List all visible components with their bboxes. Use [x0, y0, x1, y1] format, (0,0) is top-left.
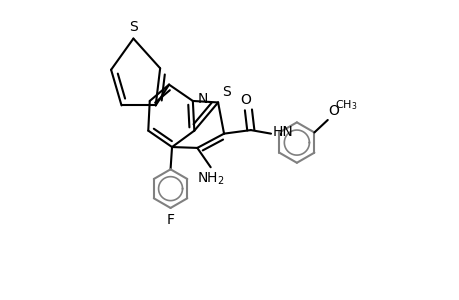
Text: NH$_2$: NH$_2$ [196, 171, 224, 187]
Text: CH$_3$: CH$_3$ [335, 98, 357, 112]
Text: N: N [197, 92, 207, 106]
Text: F: F [166, 213, 174, 227]
Text: S: S [221, 85, 230, 100]
Text: O: O [240, 93, 251, 107]
Text: O: O [328, 103, 338, 118]
Text: S: S [129, 20, 138, 34]
Text: HN: HN [272, 125, 292, 139]
